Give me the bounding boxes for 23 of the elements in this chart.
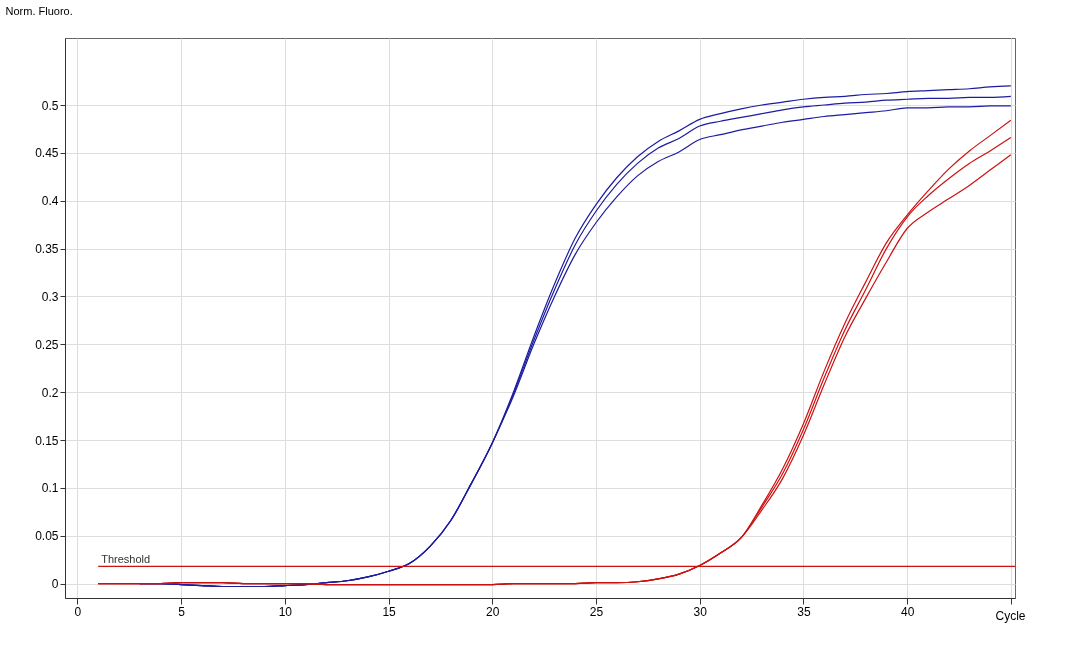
x-axis-title: Cycle [995,608,1026,623]
y-axis-title: Norm. Fluoro. [5,4,73,17]
y-tick-label: 0 [51,577,59,592]
x-tick-label: 40 [900,604,915,619]
x-tick-label: 0 [74,604,82,619]
y-tick-label: 0.5 [41,98,59,113]
x-tick-label: 15 [382,604,397,619]
ref-line-label: Threshold [101,553,151,566]
y-tick-label: 0.4 [41,194,59,209]
x-tick-label: 35 [797,604,811,619]
y-tick-label: 0.05 [35,529,59,544]
x-tick-label: 30 [693,604,708,619]
y-tick-label: 0.1 [41,481,59,496]
x-tick-label: 10 [278,604,293,619]
x-tick-label: 20 [486,604,500,619]
y-tick-label: 0.15 [35,433,59,448]
x-tick-label: 5 [178,604,186,619]
y-tick-label: 0.2 [41,385,59,400]
y-tick-label: 0.3 [41,289,59,304]
y-tick-label: 0.45 [35,146,59,161]
y-tick-label: 0.25 [35,337,59,352]
y-tick-label: 0.35 [35,242,59,257]
x-tick-label: 25 [589,604,604,619]
